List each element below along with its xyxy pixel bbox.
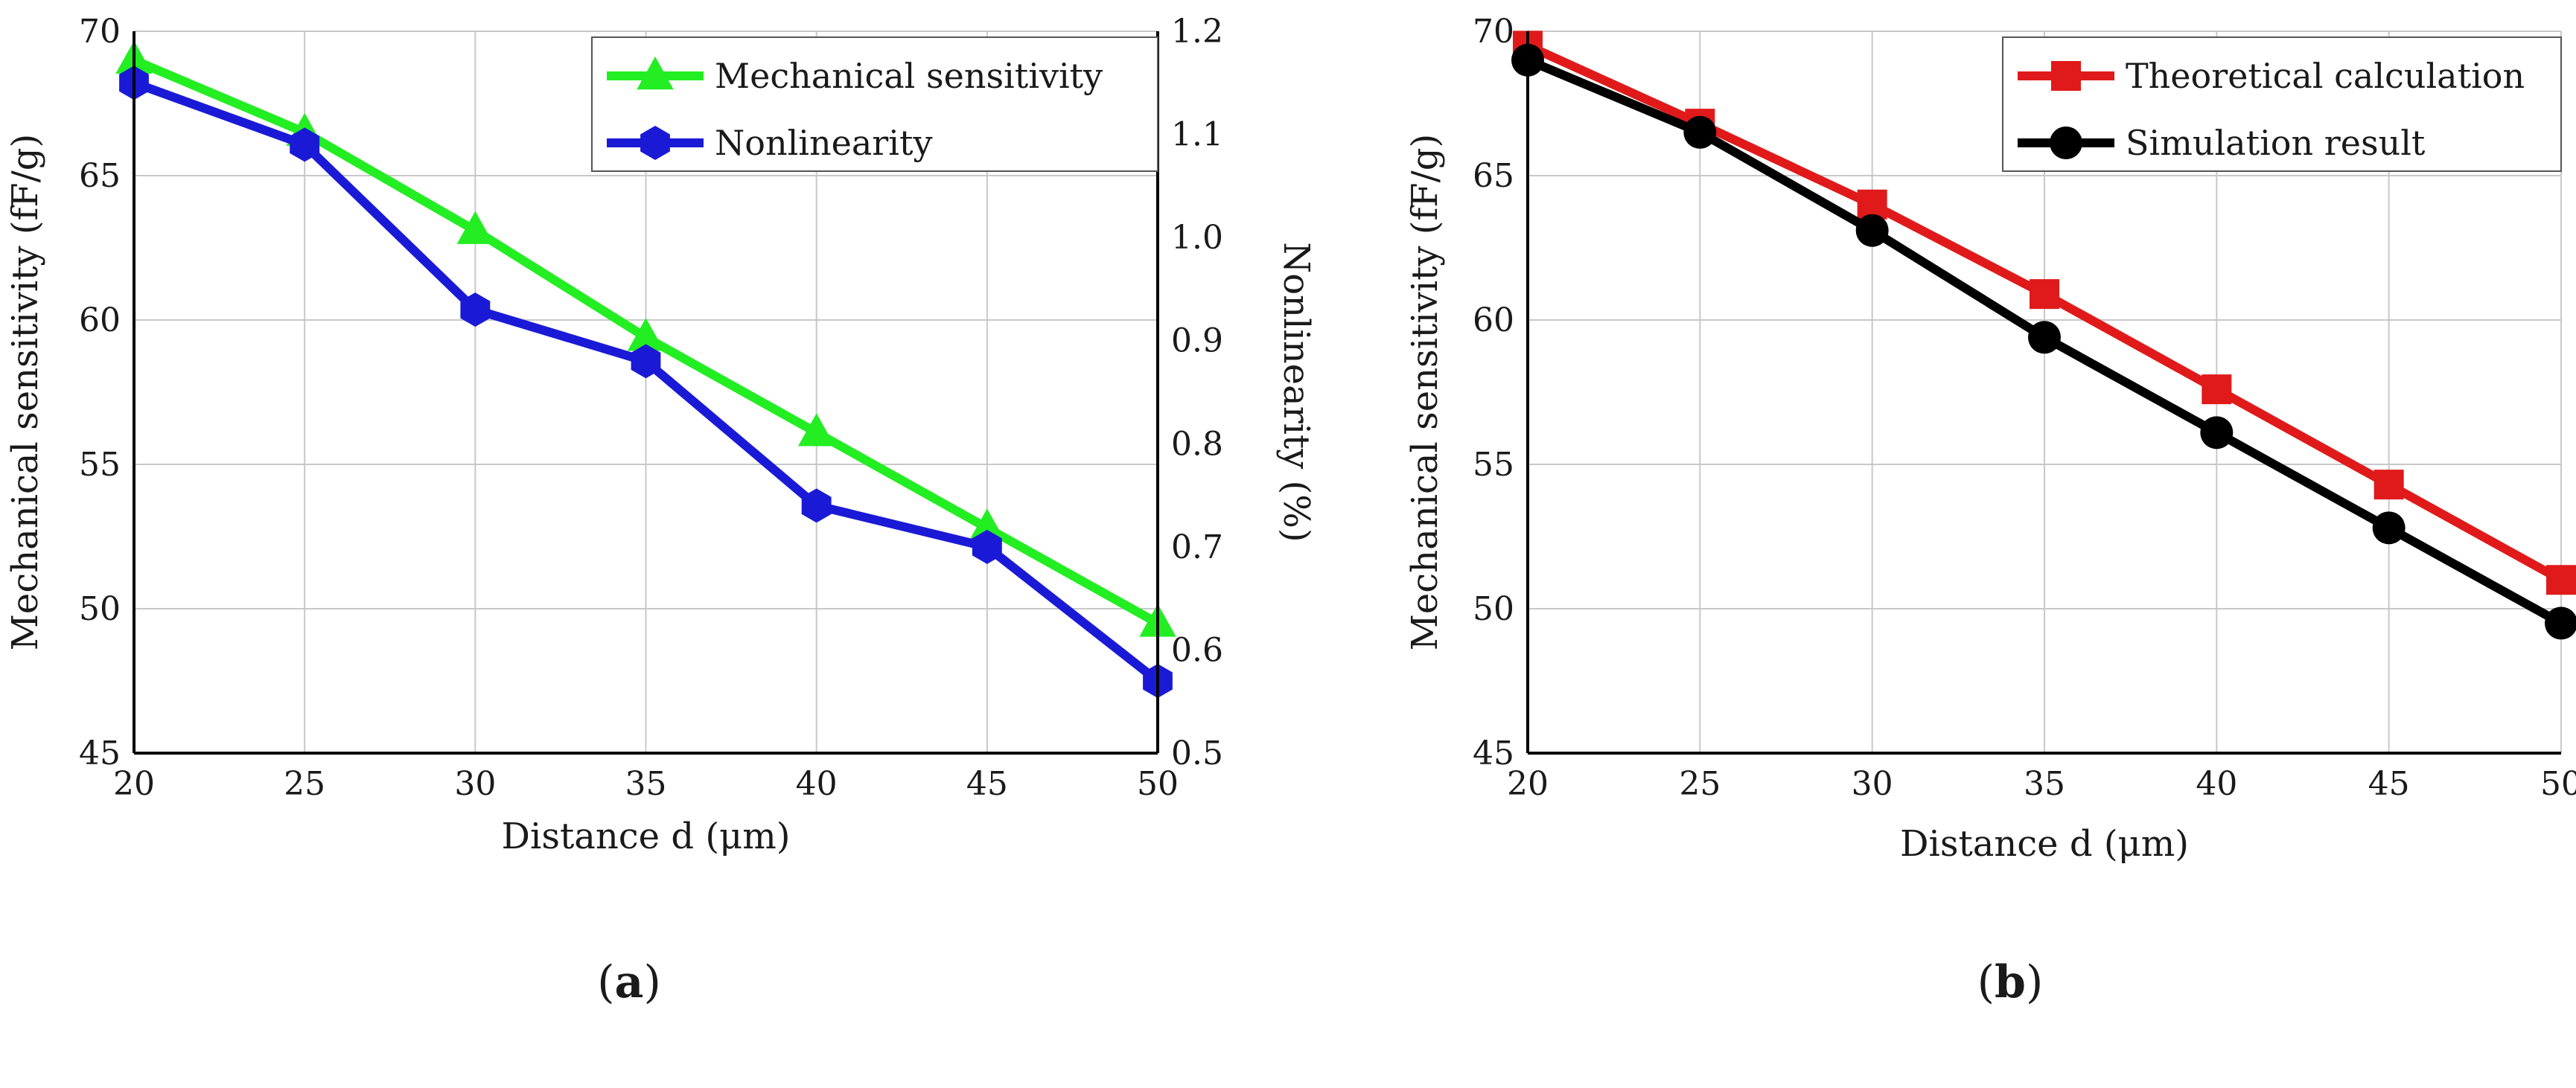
data-point-series-1: [627, 318, 665, 351]
data-point-series-1: [1857, 189, 1887, 220]
panel-label-close: ): [2026, 956, 2043, 1008]
data-point-series-1: [2030, 279, 2059, 310]
x-tick-label: 40: [2196, 765, 2237, 803]
x-tick-label: 30: [454, 765, 496, 803]
y-tick-label: 60: [1473, 301, 1514, 339]
panel-label-close: ): [643, 956, 660, 1008]
chart-panel-a: 20 25 30 35 40 45 50 45 50 55 60 65 70 0.5 0.6 0.7 0.8 0.…: [4, 13, 1317, 1008]
y2-tick-label: 1.1: [1171, 116, 1223, 154]
panel-label: (b): [1977, 956, 2044, 1008]
x-tick-label: 20: [113, 765, 155, 803]
data-point-series-2: [1683, 115, 1717, 149]
panel-label-open: (: [597, 956, 614, 1008]
y-tick-label: 45: [1473, 735, 1514, 772]
x-tick-label: 35: [625, 765, 667, 803]
data-point-series-2: [2200, 416, 2234, 449]
y-tick-label: 65: [1473, 157, 1514, 195]
x-tick-label: 45: [2368, 765, 2410, 803]
data-point-series-2: [1855, 214, 1889, 247]
data-point-series-2: [290, 127, 320, 162]
x-tick-label: 35: [2024, 765, 2065, 803]
x-axis-label: Distance d (μm): [1900, 823, 2189, 865]
legend-label: Theoretical calculation: [2126, 56, 2525, 96]
legend-label: Nonlinearity: [715, 123, 932, 163]
legend-marker: [640, 126, 670, 160]
x-tick-label: 40: [796, 765, 838, 803]
y-axis-label: Mechanical sensitivity (fF/g): [4, 134, 46, 650]
legend-marker: [2050, 127, 2082, 159]
y2-tick-label: 0.7: [1171, 528, 1223, 566]
legend-label: Simulation result: [2126, 123, 2426, 163]
x-tick-label: 20: [1507, 765, 1549, 803]
y2-tick-label: 0.9: [1171, 322, 1223, 360]
data-point-series-2: [631, 344, 661, 379]
panel-label: (a): [597, 956, 661, 1008]
data-point-series-2: [972, 529, 1002, 564]
y2-tick-label: 0.6: [1171, 631, 1223, 669]
y-tick-label: 70: [1473, 13, 1514, 51]
data-point-series-1: [969, 508, 1006, 542]
x-tick-label: 50: [1137, 765, 1179, 803]
x-tick-label: 30: [1852, 765, 1893, 803]
y2-axis-label: Nonlinearity (%): [1275, 242, 1317, 542]
legend-marker: [637, 57, 674, 90]
y-tick-label: 60: [79, 301, 121, 339]
legend: Mechanical sensitivity Nonlinearity: [591, 36, 1158, 172]
panel-label-letter: a: [615, 956, 644, 1008]
y2-tick-label: 0.8: [1171, 425, 1223, 463]
x-axis-label: Distance d (μm): [502, 816, 791, 857]
y-tick-label: 65: [79, 157, 121, 195]
data-point-series-2: [801, 488, 832, 523]
data-point-series-1: [2546, 565, 2576, 595]
y-tick-label: 50: [1473, 590, 1514, 628]
chart-panel-b: 20 25 30 35 40 45 50 45 50 55 60 65 70 Distance d (μm…: [1404, 13, 2576, 1008]
panel-label-open: (: [1977, 956, 1995, 1008]
data-point-series-2: [2372, 511, 2406, 545]
y-tick-label: 55: [79, 446, 121, 484]
legend-label: Mechanical sensitivity: [715, 56, 1103, 96]
y2-tick-label: 1.0: [1171, 219, 1223, 257]
x-tick-label: 45: [966, 765, 1008, 803]
data-point-series-2: [2028, 321, 2061, 354]
data-point-series-1: [456, 211, 494, 244]
data-point-series-1: [2202, 374, 2232, 405]
legend: Theoretical calculation Simulation result: [2002, 36, 2562, 172]
y-axis-label: Mechanical sensitivity (fF/g): [1404, 134, 1446, 650]
x-tick-label: 25: [1679, 765, 1721, 803]
data-point-series-2: [460, 292, 491, 327]
y-tick-label: 45: [79, 735, 121, 772]
x-tick-label: 50: [2540, 765, 2576, 803]
y-tick-label: 55: [1473, 446, 1514, 484]
y2-tick-label: 1.2: [1171, 13, 1223, 51]
x-tick-label: 25: [284, 765, 325, 803]
y2-tick-label: 0.5: [1171, 735, 1223, 772]
y-tick-label: 50: [79, 590, 121, 628]
legend-box: [2002, 36, 2562, 172]
panel-label-letter: b: [1995, 956, 2026, 1008]
data-point-series-1: [797, 413, 835, 447]
legend-box: [591, 36, 1158, 172]
data-point-series-2: [2545, 607, 2576, 640]
legend-marker: [2051, 61, 2081, 91]
y-tick-label: 70: [79, 13, 121, 51]
data-point-series-1: [2373, 470, 2404, 500]
